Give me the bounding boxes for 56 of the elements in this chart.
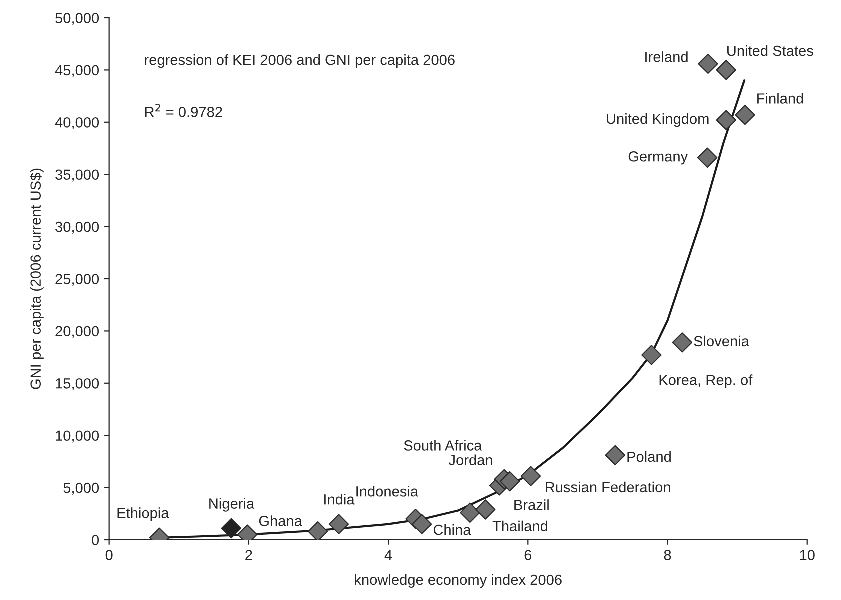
y-tick-label: 10,000 [56,430,100,443]
point [716,110,737,130]
annotation: China [434,524,472,536]
annotation: Finland [758,93,804,104]
y-tick-label: 50,000 [56,13,100,26]
x-tick-label: 10 [800,550,815,560]
annotation: Ghana [259,516,302,526]
annotation: Jordan [448,454,492,466]
x-tick-label: 2 [246,550,252,560]
y-tick-label: 40,000 [55,118,100,130]
y-tick-label: 35,000 [56,170,100,182]
annotation: R$^{2}$ = 0.9782 [145,104,222,118]
point [698,54,718,74]
point [605,445,626,466]
annotation: South Africa [404,440,482,451]
x-tick-label: 8 [664,550,672,560]
x-axis-title: knowledge economy index 2006 [355,574,562,588]
y-axis-title: GNI per capita (2006 current US$) [30,168,44,390]
point [221,518,242,539]
point [500,471,520,492]
annotation: Indonesia [356,486,419,497]
point [672,332,693,353]
annotation: United Kingdom [607,114,709,128]
y-tick-label: 0 [92,535,100,546]
point [642,345,662,366]
point [412,514,432,534]
x-tick-label: 4 [384,550,392,560]
x-tick-label: 0 [106,550,113,560]
y-tick-label: 30,000 [56,222,100,234]
y-tick-label: 5,000 [64,482,100,495]
point [520,466,542,486]
point [716,60,737,80]
x-tick-label: 6 [524,550,532,560]
point [697,148,718,168]
y-tick-label: 25,000 [56,274,100,286]
annotation: Nigeria [210,498,255,512]
y-tick-label: 45,000 [55,65,100,78]
point [460,502,480,523]
point [735,104,756,126]
annotation: Germany [628,151,688,165]
annotation: Brazil [514,500,549,510]
annotation: Poland [628,451,671,462]
y-tick-label: 15,000 [56,378,100,391]
annotation: Ethiopia [118,508,170,522]
annotation: Russian Federation [546,482,670,493]
annotation: Thailand [492,520,548,532]
point [308,522,328,540]
annotation: India [324,494,355,505]
annotation: Slovenia [694,336,750,347]
annotation: Ireland [646,52,688,62]
y-tick-label: 20,000 [56,326,100,338]
annotation: regression of KEI 2006 and GNI per capita 2006 [145,54,455,68]
annotation: United States [728,45,814,56]
annotation: Korea, Rep. of [660,374,753,388]
point [328,514,350,534]
point [475,500,496,520]
